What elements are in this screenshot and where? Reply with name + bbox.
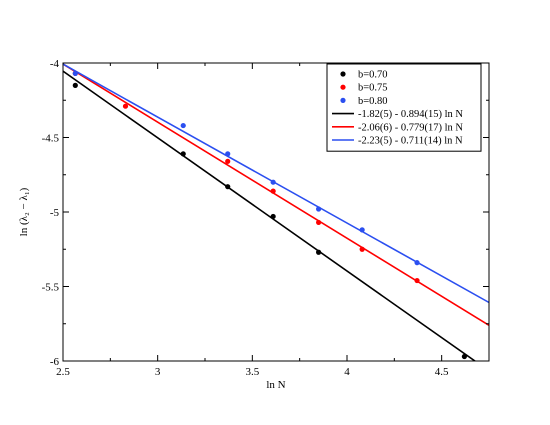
data-point-s2-6 bbox=[414, 260, 420, 266]
data-point-s2-4 bbox=[316, 206, 322, 212]
y-tick-label: -5 bbox=[50, 207, 60, 219]
x-tick-label: 2.5 bbox=[56, 366, 70, 378]
legend-marker-0 bbox=[340, 71, 346, 77]
x-tick-label: 3 bbox=[155, 366, 161, 378]
legend-label: b=0.75 bbox=[358, 83, 388, 94]
x-tick-label: 3.5 bbox=[245, 366, 259, 378]
data-point-s0-2 bbox=[225, 184, 231, 190]
data-point-s1-6 bbox=[414, 277, 420, 284]
data-point-s1-5 bbox=[359, 246, 365, 252]
axis-ticks-layer: 2.5 3 3.5 4 4.5 -4 -4.5 -5 -5.5 -6 bbox=[42, 58, 489, 378]
data-point-s2-2 bbox=[225, 151, 231, 157]
legend-marker-2 bbox=[340, 97, 346, 103]
data-point-s0-3 bbox=[270, 213, 276, 220]
data-point-s2-0 bbox=[72, 70, 78, 77]
y-tick-label: -4.5 bbox=[42, 133, 60, 145]
legend-label: -2.23(5) - 0.711(14) ln N bbox=[358, 136, 463, 147]
legend-label: -2.06(6) - 0.779(17) ln N bbox=[358, 122, 463, 133]
data-point-s0-5 bbox=[461, 353, 467, 360]
data-point-s2-3 bbox=[270, 179, 276, 185]
y-tick-label: -4 bbox=[50, 58, 60, 70]
data-point-s2-5 bbox=[359, 227, 365, 233]
x-tick-label: 4 bbox=[344, 366, 350, 378]
data-points-layer bbox=[72, 70, 467, 360]
y-tick-label: -6 bbox=[50, 356, 60, 368]
fit-line-0 bbox=[63, 70, 477, 361]
data-point-s1-1 bbox=[122, 103, 129, 109]
y-axis-title: ln (λ₂ − λ₁) bbox=[18, 187, 30, 236]
data-point-s0-1 bbox=[180, 151, 186, 157]
x-axis-title: ln N bbox=[266, 379, 285, 391]
data-point-s0-4 bbox=[316, 249, 322, 255]
data-point-s0-0 bbox=[72, 82, 78, 88]
legend-label: b=0.80 bbox=[358, 96, 388, 107]
legend-marker-1 bbox=[340, 84, 346, 90]
y-tick-label: -5.5 bbox=[42, 282, 60, 294]
legend-box bbox=[326, 63, 482, 152]
data-point-s1-3 bbox=[270, 188, 276, 194]
legend: b=0.70 b=0.75 b=0.80 -1.82(5) - 0.894(15) l… bbox=[326, 63, 482, 152]
x-tick-label: 4.5 bbox=[435, 366, 449, 378]
legend-label: -1.82(5) - 0.894(15) ln N bbox=[358, 109, 463, 120]
data-point-s1-2 bbox=[225, 158, 231, 164]
data-point-s2-1 bbox=[180, 122, 186, 129]
legend-label: b=0.70 bbox=[358, 70, 388, 81]
data-point-s1-4 bbox=[316, 219, 322, 226]
